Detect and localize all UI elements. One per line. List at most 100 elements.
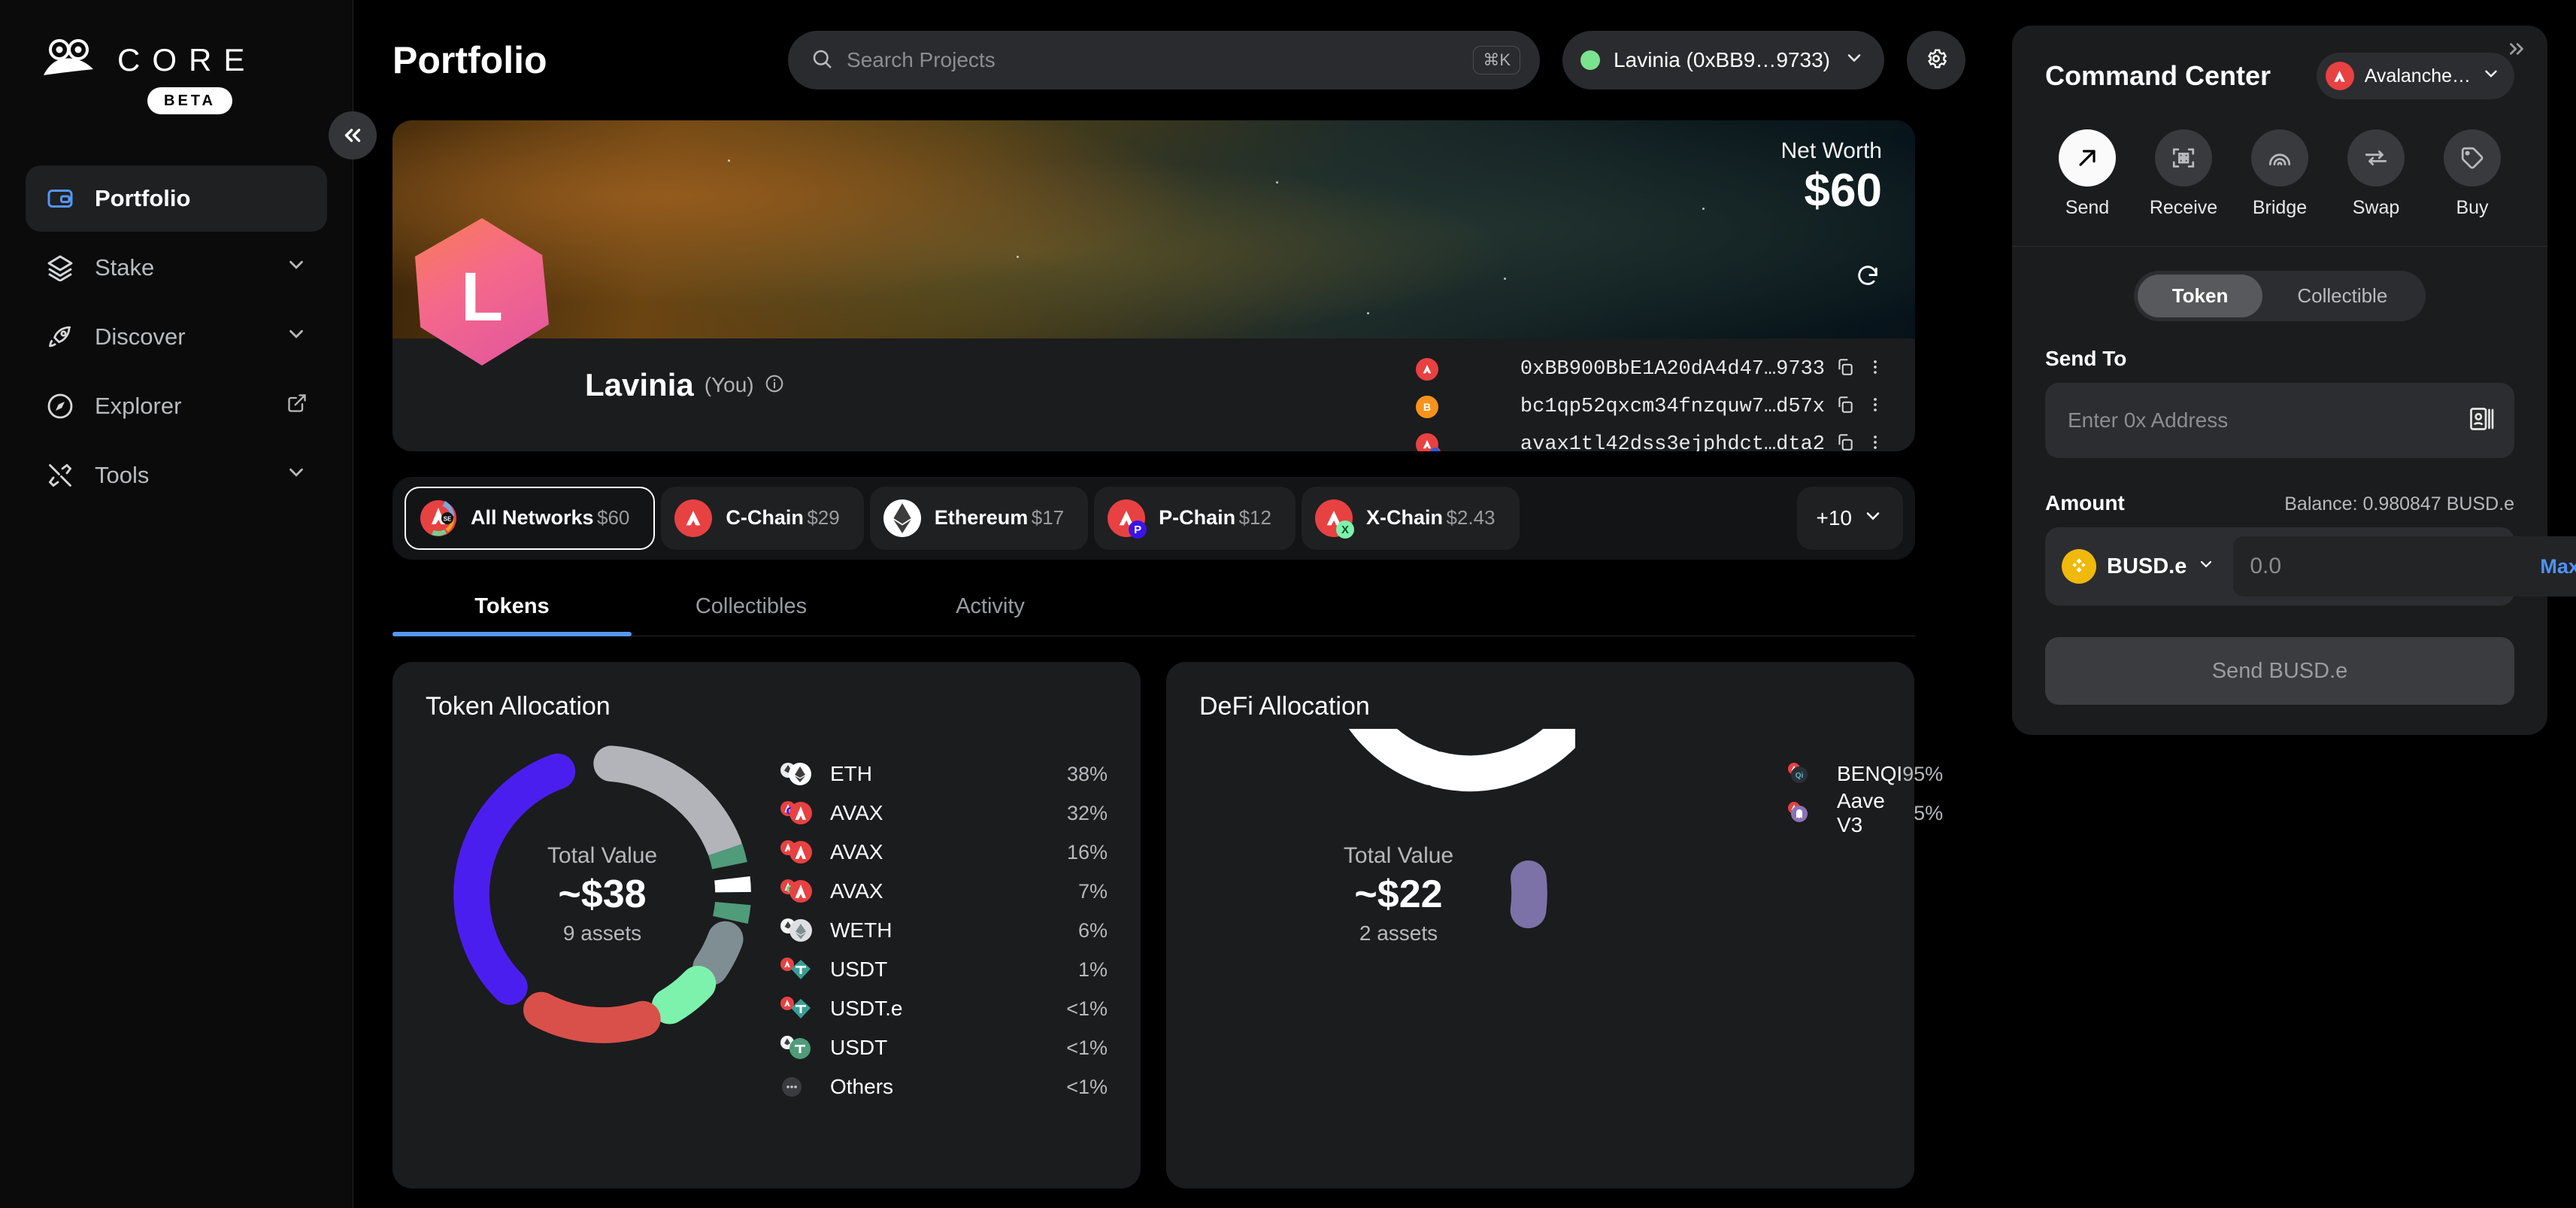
action-receive[interactable]: Receive [2143, 129, 2224, 219]
chevron-down-icon[interactable] [1844, 47, 1865, 74]
legend-item[interactable]: P AVAX 32% [779, 794, 1108, 833]
chevron-down-icon[interactable] [285, 461, 308, 490]
address-text: bc1qp52qxcm34fnzquw7…d57x [1520, 396, 1825, 418]
amount-input-wrap[interactable]: Max [2233, 536, 2576, 596]
avalanche-x-icon [1416, 433, 1441, 451]
more-networks-button[interactable]: +10 [1796, 487, 1903, 550]
net-worth-label: Net Worth [1780, 138, 1883, 163]
legend-item[interactable]: X AVAX 7% [779, 872, 1108, 911]
address-input[interactable] [2068, 408, 2468, 433]
you-tag: (You) [704, 373, 754, 396]
legend-item[interactable]: USDT 1% [779, 950, 1108, 989]
action-label: Swap [2352, 197, 2400, 218]
defi-allocation-card: DeFi Allocation Total Value [1166, 493, 1943, 1188]
rocket-icon [45, 322, 75, 352]
address-row[interactable]: avax1tl42dss3ejphdct…dta2 [1416, 426, 1885, 451]
usdte-avax-icon [779, 996, 814, 1021]
net-worth-value: $60 [1804, 165, 1882, 217]
network-chip-name: X-Chain [1365, 506, 1443, 530]
address-row[interactable]: 0xBB900BbE1A20dA4d47…9733 [1416, 351, 1885, 388]
max-button[interactable]: Max [2540, 554, 2576, 578]
network-chip-value: $29 [807, 506, 840, 530]
account-selector[interactable]: Lavinia (0xBB9…9733) [1562, 31, 1884, 90]
action-bridge[interactable]: Bridge [2239, 129, 2320, 219]
chevron-down-icon[interactable] [285, 323, 308, 351]
chevron-down-icon[interactable] [285, 253, 308, 282]
copy-icon[interactable] [1835, 357, 1855, 382]
sidebar-item-label: Explorer [95, 393, 182, 419]
more-vertical-icon[interactable] [1865, 357, 1885, 382]
balance-text: Balance: 0.980847 BUSD.e [2284, 493, 2514, 514]
more-vertical-icon[interactable] [1865, 433, 1885, 452]
command-center-expand-button[interactable] [2505, 38, 2528, 66]
donut-center-value: ~$22 [1354, 873, 1443, 916]
network-chip-name: Ethereum [934, 506, 1029, 530]
address-book-icon[interactable] [2468, 405, 2495, 436]
toggle-collectible[interactable]: Collectible [2297, 284, 2388, 307]
toggle-token[interactable]: Token [2137, 275, 2263, 317]
legend-item[interactable]: AVAX 16% [779, 833, 1108, 872]
sidebar-item-tools[interactable]: Tools [26, 442, 327, 508]
tab-activity[interactable]: Activity [956, 594, 1025, 618]
network-chip-ethereum[interactable]: Ethereum $17 [869, 487, 1089, 550]
legend-item[interactable]: Qi BENQI 95% [1786, 754, 1943, 794]
legend-item[interactable]: Others <1% [779, 1067, 1108, 1106]
legend-value: <1% [1066, 997, 1108, 1020]
search-shortcut-badge: ⌘K [1473, 46, 1521, 74]
legend-item[interactable]: USDT <1% [779, 1028, 1108, 1067]
network-chip-all-networks[interactable]: SE All Networks $60 [405, 487, 656, 550]
sidebar-item-explorer[interactable]: Explorer [26, 373, 327, 439]
donut-center-value: ~$38 [558, 873, 647, 916]
action-swap[interactable]: Swap [2335, 129, 2417, 219]
settings-button[interactable] [1907, 31, 1965, 90]
search-input[interactable] [847, 48, 1460, 72]
command-center-card: Command Center Avalanche… Send [2012, 26, 2576, 735]
network-chip-c-chain[interactable]: C-Chain $29 [661, 487, 864, 550]
sidebar-item-label: Stake [95, 254, 155, 281]
submit-send-button[interactable]: Send BUSD.e [2045, 637, 2514, 705]
search-bar[interactable]: ⌘K [788, 31, 1541, 90]
action-buy[interactable]: Buy [2432, 129, 2513, 219]
copy-icon[interactable] [1835, 395, 1855, 420]
wallet-icon [45, 184, 75, 214]
main-content: Portfolio ⌘K Lavinia (0xBB9…9733) [353, 0, 2005, 1208]
sidebar-collapse-button[interactable] [329, 111, 377, 159]
qr-code-icon [2155, 129, 2212, 187]
legend-item[interactable]: Aave V3 5% [1786, 789, 1943, 836]
sidebar-nav: Portfolio Stake Discover [26, 165, 327, 508]
brand-logo[interactable]: CORE [26, 0, 327, 81]
refresh-button[interactable] [1855, 263, 1880, 296]
network-select[interactable]: Avalanche… [2316, 53, 2514, 99]
tab-collectibles[interactable]: Collectibles [695, 594, 808, 618]
legend-value: 6% [1077, 918, 1108, 942]
info-icon[interactable] [765, 374, 784, 397]
legend-item[interactable]: ETH 38% [779, 754, 1108, 794]
send-to-field[interactable] [2045, 383, 2514, 458]
sidebar-item-discover[interactable]: Discover [26, 304, 327, 370]
amount-input[interactable] [2250, 554, 2541, 579]
network-chip-x-chain[interactable]: X X-Chain $2.43 [1301, 487, 1520, 550]
external-link-icon[interactable] [286, 393, 308, 420]
action-send[interactable]: Send [2047, 129, 2128, 219]
network-filter-bar: SE All Networks $60 C-Chain $29 [392, 477, 1915, 560]
avatar-letter: L [460, 258, 504, 335]
usdt-avax-icon [779, 957, 814, 982]
sidebar-item-label: Tools [95, 462, 150, 488]
donut-center-text: Total Value ~$38 9 assets [426, 843, 779, 945]
legend-value: 32% [1066, 801, 1108, 824]
token-selector[interactable]: BUSD.e [2062, 549, 2223, 584]
legend-item[interactable]: USDT.e <1% [779, 989, 1108, 1028]
address-row[interactable]: B bc1qp52qxcm34fnzquw7…d57x [1416, 388, 1885, 426]
copy-icon[interactable] [1835, 433, 1855, 452]
network-chip-p-chain[interactable]: P P-Chain $12 [1094, 487, 1296, 550]
legend-item[interactable]: WETH 6% [779, 911, 1108, 950]
avalanche-x-icon: X [1314, 499, 1354, 539]
refresh-icon [1855, 266, 1880, 295]
usdt-eth-icon [779, 1035, 814, 1061]
more-vertical-icon[interactable] [1865, 395, 1885, 420]
sidebar-item-stake[interactable]: Stake [26, 235, 327, 301]
action-label: Bridge [2252, 197, 2308, 218]
sidebar-item-portfolio[interactable]: Portfolio [26, 165, 327, 232]
tab-tokens[interactable]: Tokens [392, 579, 632, 636]
arrow-up-right-icon [2059, 129, 2116, 187]
